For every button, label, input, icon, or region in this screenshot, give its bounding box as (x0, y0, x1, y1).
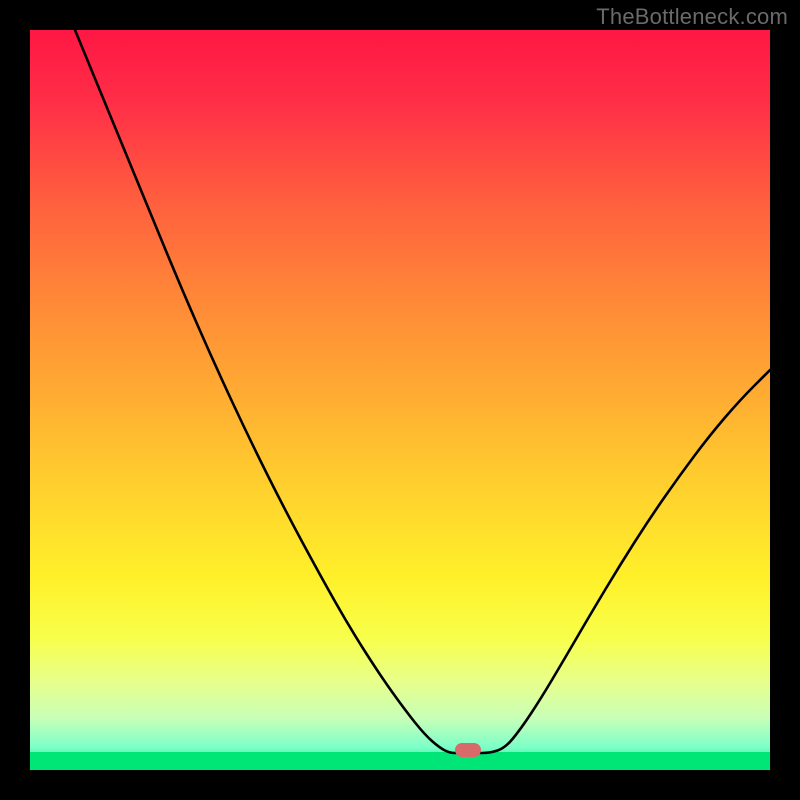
plot-area (30, 30, 770, 770)
watermark-text: TheBottleneck.com (596, 4, 788, 30)
curve-path (75, 30, 770, 753)
bottleneck-curve (30, 30, 770, 770)
optimum-marker (455, 743, 481, 757)
